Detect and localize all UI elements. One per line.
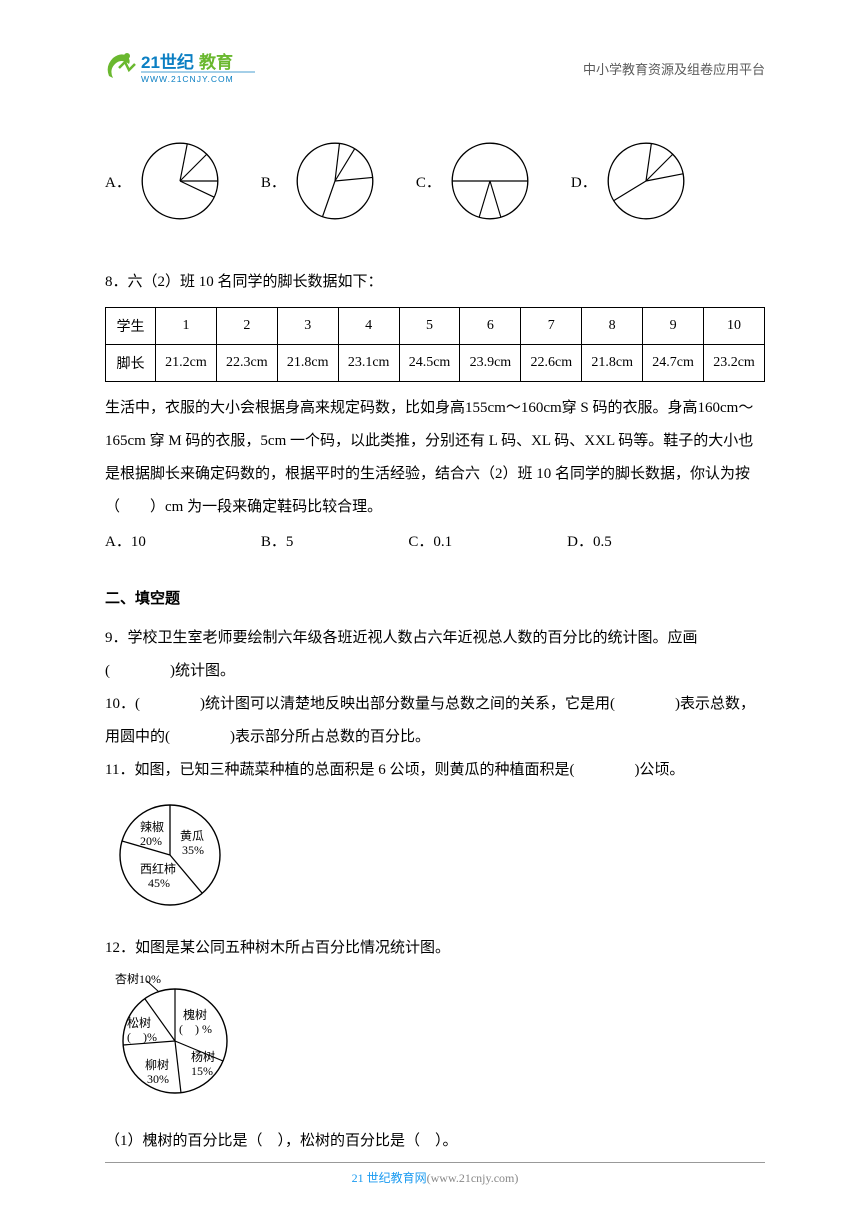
svg-text:杏树10%: 杏树10%: [115, 973, 161, 986]
svg-text:( ) %: ( ) %: [179, 1022, 212, 1036]
table-row: 脚长 21.2cm 22.3cm 21.8cm 23.1cm 24.5cm 23…: [106, 345, 765, 382]
svg-text:20%: 20%: [140, 834, 162, 848]
q10-text: 10．( )统计图可以清楚地反映出部分数量与总数之间的关系，它是用( )表示总数…: [105, 688, 765, 754]
svg-text:松树: 松树: [127, 1015, 151, 1030]
q12-text: 12．如图是某公同五种树木所占百分比情况统计图。: [105, 932, 765, 965]
q8-opt-b: B．5: [261, 530, 294, 551]
q12-pie: 杏树10% 槐树 ( ) % 松树 ( )% 杨树 15% 柳树 30%: [105, 973, 765, 1113]
q8-options: A．10 B．5 C．0.1 D．0.5: [105, 530, 765, 551]
q12-sub1: （1）槐树的百分比是（ ），松树的百分比是（ ）。: [105, 1125, 765, 1158]
q7-opt-c: C．: [416, 136, 535, 226]
q7-opt-b: B．: [261, 136, 380, 226]
svg-text:辣椒: 辣椒: [140, 820, 164, 834]
svg-text:( )%: ( )%: [127, 1030, 157, 1044]
q8-opt-a: A．10: [105, 530, 146, 551]
q11-text: 11．如图，已知三种蔬菜种植的总面积是 6 公顷，则黄瓜的种植面积是( )公顷。: [105, 754, 765, 787]
q7-choices: A． B． C．: [105, 136, 765, 226]
footer-url: (www.21cnjy.com): [427, 1171, 519, 1185]
q9-text: 9．学校卫生室老师要绘制六年级各班近视人数占六年近视总人数的百分比的统计图。应画…: [105, 622, 765, 688]
svg-text:西红柿: 西红柿: [140, 861, 176, 876]
svg-text:15%: 15%: [191, 1064, 213, 1078]
svg-text:杨树: 杨树: [191, 1049, 215, 1064]
svg-text:35%: 35%: [182, 843, 204, 857]
section2-title: 二、填空题: [105, 583, 765, 616]
q7-opt-d: D．: [571, 136, 691, 226]
q7-a-label: A．: [105, 171, 131, 192]
svg-text:30%: 30%: [147, 1072, 169, 1086]
svg-text:柳树: 柳树: [145, 1057, 169, 1072]
svg-text:黄瓜: 黄瓜: [180, 829, 204, 843]
q11-pie: 辣椒 20% 黄瓜 35% 西红柿 45%: [105, 795, 765, 920]
q8-intro: 8．六（2）班 10 名同学的脚长数据如下：: [105, 266, 765, 299]
svg-text:45%: 45%: [148, 876, 170, 890]
q7-opt-a: A．: [105, 136, 225, 226]
pie-icon: [290, 136, 380, 226]
svg-text:教育: 教育: [198, 52, 233, 72]
svg-text:槐树: 槐树: [183, 1007, 207, 1022]
pie-icon: [445, 136, 535, 226]
pie-icon: [601, 136, 691, 226]
q8-para: 生活中，衣服的大小会根据身高来规定码数，比如身高155cm～160cm穿 S 码…: [105, 392, 765, 524]
pie-icon: [135, 136, 225, 226]
pie-icon: 辣椒 20% 黄瓜 35% 西红柿 45%: [105, 795, 235, 915]
header-platform-text: 中小学教育资源及组卷应用平台: [583, 59, 765, 78]
logo: 21世纪 教育 WWW.21CNJY.COM: [105, 50, 265, 86]
page-header: 21世纪 教育 WWW.21CNJY.COM 中小学教育资源及组卷应用平台: [105, 50, 765, 86]
q8-table: 学生 1 2 3 4 5 6 7 8 9 10 脚长 21.2cm 22.3cm…: [105, 307, 765, 382]
q7-c-label: C．: [416, 171, 441, 192]
q8-opt-d: D．0.5: [567, 530, 612, 551]
svg-text:21世纪: 21世纪: [141, 52, 194, 72]
footer-brand: 21 世纪教育网: [352, 1171, 427, 1185]
q7-d-label: D．: [571, 171, 597, 192]
logo-icon: 21世纪 教育 WWW.21CNJY.COM: [105, 50, 265, 86]
cell-label: 学生: [106, 308, 156, 345]
pie-icon: 杏树10% 槐树 ( ) % 松树 ( )% 杨树 15% 柳树 30%: [105, 973, 255, 1108]
svg-text:WWW.21CNJY.COM: WWW.21CNJY.COM: [141, 74, 234, 84]
q8-opt-c: C．0.1: [408, 530, 452, 551]
page-footer: 21 世纪教育网(www.21cnjy.com): [105, 1162, 765, 1186]
table-row: 学生 1 2 3 4 5 6 7 8 9 10: [106, 308, 765, 345]
q7-b-label: B．: [261, 171, 286, 192]
cell-label: 脚长: [106, 345, 156, 382]
